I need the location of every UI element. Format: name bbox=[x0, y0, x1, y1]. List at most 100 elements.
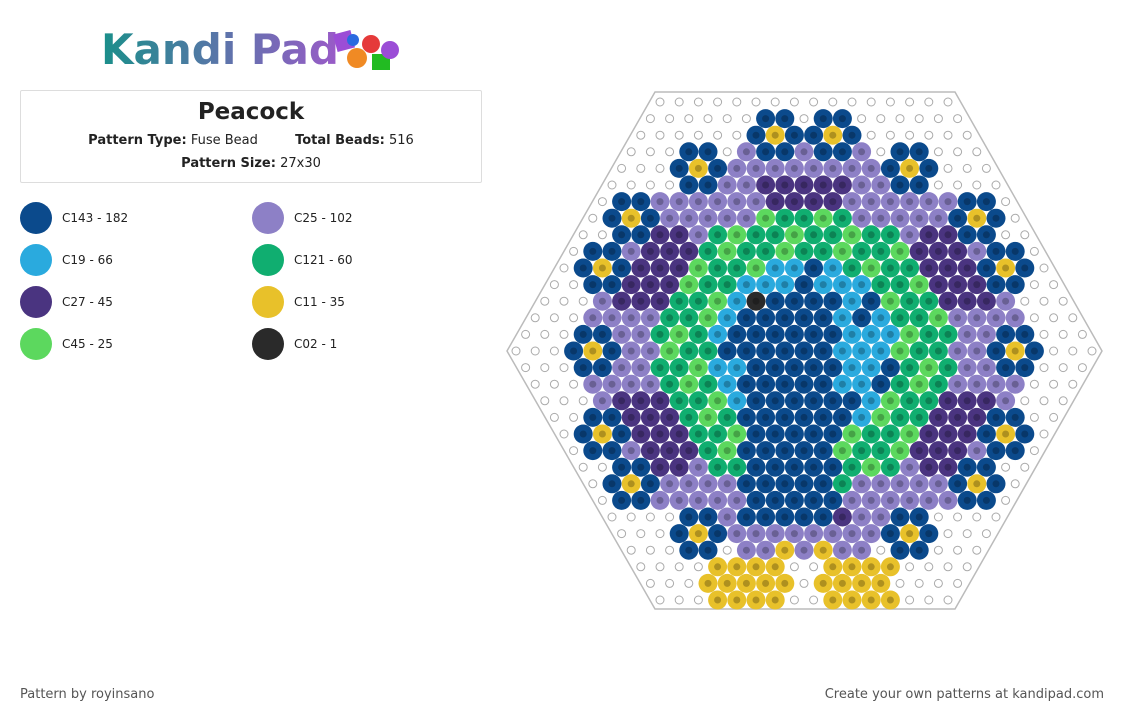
bead-hole bbox=[608, 214, 616, 222]
legend-item: C45 - 25 bbox=[20, 328, 113, 360]
bead bbox=[765, 358, 785, 378]
empty-peg bbox=[972, 180, 982, 190]
bead-hole bbox=[819, 347, 827, 355]
bead bbox=[967, 441, 987, 461]
bead bbox=[765, 524, 785, 544]
empty-peg bbox=[1058, 396, 1068, 406]
bead-hole bbox=[781, 347, 789, 355]
bead bbox=[688, 225, 708, 245]
bead bbox=[813, 142, 833, 162]
bead-hole bbox=[906, 463, 914, 471]
bead bbox=[756, 341, 776, 361]
bead bbox=[794, 208, 814, 228]
bead bbox=[708, 358, 728, 378]
bead bbox=[756, 109, 776, 129]
bead bbox=[813, 507, 833, 527]
empty-peg bbox=[943, 562, 953, 572]
bead bbox=[996, 258, 1016, 278]
logo[interactable]: Kandi Pad bbox=[95, 22, 415, 78]
bead-hole bbox=[915, 447, 923, 455]
bead bbox=[823, 358, 843, 378]
bead-hole bbox=[752, 397, 760, 405]
bead bbox=[919, 192, 939, 212]
bead bbox=[573, 358, 593, 378]
bead-hole bbox=[963, 231, 971, 239]
bead bbox=[727, 557, 747, 577]
empty-peg bbox=[770, 97, 780, 107]
bead-hole bbox=[858, 579, 866, 587]
bead-hole bbox=[800, 281, 808, 289]
bead bbox=[688, 258, 708, 278]
bead-hole bbox=[771, 131, 779, 139]
bead-hole bbox=[598, 330, 606, 338]
empty-peg bbox=[1049, 346, 1059, 356]
label: Pattern Size: bbox=[181, 156, 276, 171]
bead bbox=[1005, 275, 1025, 295]
bead bbox=[1005, 341, 1025, 361]
bead bbox=[957, 424, 977, 444]
bead-hole bbox=[646, 413, 654, 421]
bead-hole bbox=[992, 247, 1000, 255]
bead bbox=[631, 358, 651, 378]
bead-hole bbox=[944, 297, 952, 305]
bead-hole bbox=[810, 330, 818, 338]
bead bbox=[746, 490, 766, 510]
bead bbox=[804, 457, 824, 477]
bead-hole bbox=[781, 314, 789, 322]
empty-peg bbox=[578, 296, 588, 306]
bead-hole bbox=[637, 231, 645, 239]
bead-hole bbox=[704, 413, 712, 421]
empty-peg bbox=[521, 329, 531, 339]
empty-peg bbox=[1039, 263, 1049, 273]
bead-hole bbox=[1011, 314, 1019, 322]
bead bbox=[813, 407, 833, 427]
bead-hole bbox=[762, 214, 770, 222]
bead bbox=[698, 308, 718, 328]
bead bbox=[976, 291, 996, 311]
bead-hole bbox=[685, 347, 693, 355]
empty-peg bbox=[722, 147, 732, 157]
bead-hole bbox=[637, 364, 645, 372]
bead-hole bbox=[714, 330, 722, 338]
bead-hole bbox=[685, 314, 693, 322]
empty-peg bbox=[530, 346, 540, 356]
bead-hole bbox=[762, 347, 770, 355]
legend-item: C11 - 35 bbox=[252, 286, 345, 318]
bead-hole bbox=[627, 380, 635, 388]
bead bbox=[746, 391, 766, 411]
bead bbox=[880, 557, 900, 577]
bead bbox=[650, 391, 670, 411]
bead-hole bbox=[886, 297, 894, 305]
bead-hole bbox=[848, 198, 856, 206]
empty-peg bbox=[559, 296, 569, 306]
bead bbox=[804, 125, 824, 145]
bead-hole bbox=[867, 430, 875, 438]
bead-hole bbox=[954, 314, 962, 322]
empty-peg bbox=[1029, 379, 1039, 389]
bead bbox=[688, 490, 708, 510]
bead bbox=[1015, 424, 1035, 444]
bead-hole bbox=[963, 430, 971, 438]
bead-hole bbox=[742, 480, 750, 488]
bead bbox=[823, 590, 843, 610]
bead-hole bbox=[848, 563, 856, 571]
bead bbox=[900, 192, 920, 212]
bead-hole bbox=[656, 198, 664, 206]
bead-hole bbox=[675, 164, 683, 172]
bead bbox=[986, 241, 1006, 261]
bead bbox=[592, 291, 612, 311]
bead-hole bbox=[675, 330, 683, 338]
bead-hole bbox=[800, 214, 808, 222]
empty-peg bbox=[953, 512, 963, 522]
bead-hole bbox=[579, 430, 587, 438]
footer-link[interactable]: Create your own patterns at kandipad.com bbox=[824, 687, 1104, 702]
bead-hole bbox=[982, 330, 990, 338]
bead-hole bbox=[618, 397, 626, 405]
bead bbox=[813, 374, 833, 394]
empty-peg bbox=[1001, 495, 1011, 505]
empty-peg bbox=[914, 578, 924, 588]
empty-peg bbox=[722, 545, 732, 555]
bead bbox=[746, 424, 766, 444]
bead-hole bbox=[1002, 297, 1010, 305]
bead-hole bbox=[934, 447, 942, 455]
